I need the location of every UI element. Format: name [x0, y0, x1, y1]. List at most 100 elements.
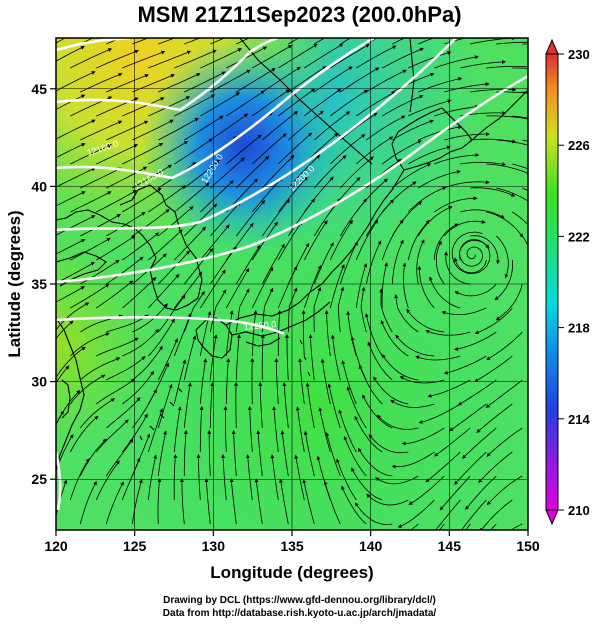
streamline [288, 38, 300, 45]
streamline [340, 38, 352, 45]
streamline [381, 354, 419, 381]
streamline [252, 45, 293, 69]
streamline [314, 38, 326, 45]
streamline [303, 176, 334, 213]
x-tick-label: 130 [202, 538, 226, 554]
streamline [56, 239, 86, 255]
streamline [350, 336, 367, 381]
streamline [346, 310, 357, 357]
streamline [226, 134, 262, 165]
streamline [262, 110, 299, 141]
streamline [327, 383, 341, 429]
streamline [351, 467, 383, 501]
streamline [486, 475, 523, 506]
streamline [158, 73, 201, 93]
streamline [512, 163, 528, 170]
streamline [470, 187, 516, 197]
streamline [470, 235, 500, 265]
streamline [380, 319, 409, 357]
streamline [69, 374, 106, 405]
y-tick-label: 35 [31, 276, 47, 292]
x-tick-label: 140 [359, 538, 383, 554]
streamline [479, 499, 513, 530]
streamline [277, 265, 298, 309]
y-axis-label: Latitude (degrees) [5, 210, 24, 357]
streamline [287, 154, 321, 189]
streamline [449, 403, 487, 432]
streamline [329, 264, 345, 309]
streamline [320, 358, 331, 405]
streamline [330, 134, 366, 165]
streamline [324, 310, 331, 357]
streamline [295, 406, 305, 453]
streamline [303, 264, 322, 309]
streamline [465, 475, 497, 510]
streamline [476, 403, 513, 433]
streamline [56, 346, 86, 379]
streamline [381, 219, 404, 261]
streamline [262, 66, 301, 93]
streamline [358, 447, 393, 477]
streamline [356, 136, 394, 165]
streamline [122, 97, 165, 117]
streamline [340, 67, 380, 93]
streamline [96, 337, 139, 357]
streamline [173, 312, 192, 357]
streamline [494, 259, 513, 301]
streamline [179, 477, 185, 525]
streamline [157, 430, 168, 477]
streamline [397, 499, 435, 528]
streamline [304, 43, 344, 69]
streamline [131, 478, 143, 525]
x-tick-label: 120 [44, 538, 68, 554]
streamline [305, 382, 315, 429]
streamline [376, 414, 419, 430]
streamline [56, 302, 90, 331]
streamline [200, 48, 242, 69]
streamline [70, 237, 111, 261]
streamline [183, 335, 197, 381]
streamline [343, 435, 367, 477]
streamline [408, 51, 452, 69]
streamline [407, 219, 430, 261]
streamline [418, 403, 461, 424]
streamline [366, 69, 407, 93]
streamline [106, 38, 122, 45]
streamline [106, 356, 146, 381]
streamline [223, 405, 228, 453]
streamline [226, 46, 268, 69]
streamline [355, 263, 368, 309]
streamline [356, 91, 396, 117]
streamline [148, 185, 186, 213]
streamline [278, 43, 318, 69]
y-axis: 25 30 35 40 45 [31, 81, 56, 487]
streamline [346, 386, 367, 429]
streamline [382, 95, 424, 117]
streamline [122, 328, 160, 357]
streamline [80, 357, 121, 381]
streamline [132, 303, 168, 333]
streamline [368, 434, 409, 454]
streamline [277, 220, 303, 261]
streamline [56, 46, 85, 62]
streamline [356, 45, 397, 69]
streamline [251, 266, 274, 309]
x-tick-label: 125 [123, 538, 147, 554]
streamline [225, 267, 250, 309]
streamline [366, 38, 378, 45]
streamline [354, 415, 383, 453]
streamline [56, 215, 96, 236]
streamline [354, 502, 393, 525]
streamline [174, 138, 213, 165]
streamline [364, 313, 383, 357]
streamline [314, 111, 351, 141]
streamline [392, 38, 406, 45]
streamline [174, 49, 217, 69]
streamline [486, 211, 524, 238]
streamline [496, 41, 528, 45]
streamline [122, 142, 164, 165]
colorbar-tick-label: 210 [568, 503, 590, 518]
streamline [80, 214, 121, 237]
streamline [148, 140, 189, 165]
streamline [184, 203, 218, 237]
